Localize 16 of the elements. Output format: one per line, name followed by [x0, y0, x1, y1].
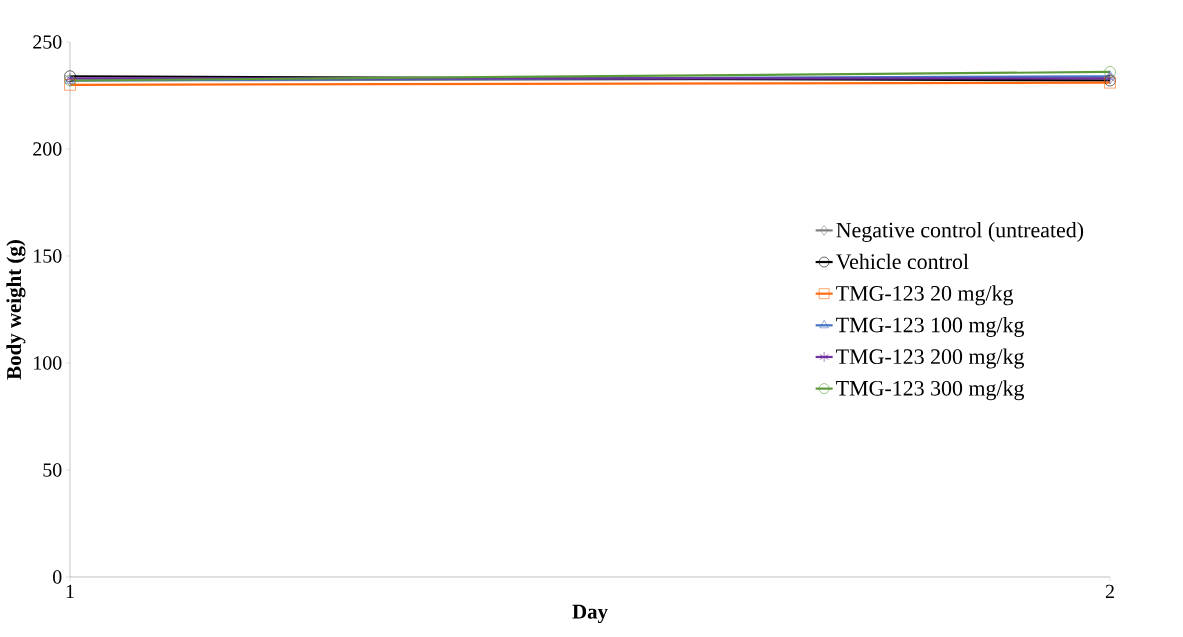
legend-label: Negative control (untreated): [836, 222, 1084, 242]
y-tick-label: 100: [34, 356, 62, 370]
legend-label: TMG-123 200 mg/kg: [836, 348, 1025, 369]
x-tick-label: 1: [66, 584, 74, 598]
y-tick-label: 200: [33, 142, 62, 156]
y-tick-label: 0: [53, 570, 62, 584]
legend-label: TMG-123 100 mg/kg: [836, 316, 1025, 337]
y-tick-label: 250: [33, 35, 62, 49]
y-tick-label: 150: [34, 249, 62, 263]
legend-label: TMG-123 300 mg/kg: [836, 380, 1025, 401]
y-axis-title: Body weight (g): [6, 240, 26, 380]
legend-label: Vehicle control: [835, 253, 969, 270]
x-axis-title: Day: [572, 604, 608, 624]
y-tick-label: 50: [43, 463, 62, 477]
legend-label: TMG-123 20 mg/kg: [836, 285, 1014, 306]
x-tick-label: 2: [1105, 584, 1114, 598]
